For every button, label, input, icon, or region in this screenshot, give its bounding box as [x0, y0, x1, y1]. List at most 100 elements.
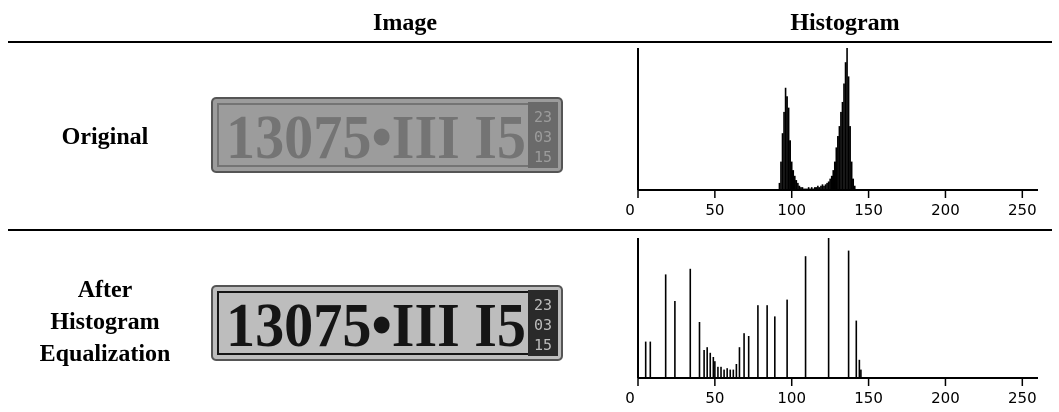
histogram-bar	[698, 322, 701, 378]
histogram-bar	[833, 161, 836, 190]
histogram-bar	[790, 161, 793, 190]
plate-side	[528, 102, 558, 168]
histogram-bar	[830, 175, 833, 190]
histogram-bar	[823, 185, 825, 190]
x-tick-label: 100	[777, 389, 806, 407]
histogram-bar	[794, 175, 796, 190]
histogram-bar	[723, 369, 725, 378]
histogram-bar	[689, 268, 692, 378]
histogram-bar	[853, 185, 856, 190]
plate	[211, 285, 563, 361]
histogram-bar	[815, 187, 818, 190]
histogram-bar	[783, 111, 785, 190]
x-tick-label: 150	[854, 389, 883, 407]
plate-side-text: 03	[534, 128, 552, 146]
x-tick-label: 0	[625, 201, 635, 219]
histogram-bar	[804, 256, 807, 378]
histogram-bar	[860, 369, 862, 378]
histogram-bar	[850, 161, 853, 190]
histogram-bar	[649, 341, 652, 378]
histogram-bar	[789, 140, 791, 190]
histogram-bar	[798, 185, 801, 190]
histogram-bar	[664, 274, 667, 378]
x-tick-label: 100	[777, 201, 806, 219]
x-tick-label: 150	[854, 201, 883, 219]
histogram-bar	[832, 170, 835, 190]
plate-side	[528, 290, 558, 356]
histogram-bar	[846, 48, 848, 190]
column-header: Histogram	[790, 10, 899, 36]
histogram-bar	[847, 250, 850, 378]
plate	[211, 97, 563, 173]
histogram-bar	[829, 178, 831, 190]
histogram-bar	[804, 188, 807, 190]
histogram-bar	[820, 185, 822, 190]
histogram-bar	[712, 357, 715, 378]
histogram-bar	[800, 187, 802, 190]
plate-side-text: 15	[534, 336, 552, 354]
histogram-bar	[747, 336, 750, 378]
histogram-bar	[840, 111, 842, 190]
histogram-bar	[809, 188, 811, 190]
histogram-bar	[807, 187, 810, 190]
histogram-bar	[778, 182, 781, 190]
histogram-bar	[855, 320, 858, 378]
row-label: After Histogram Equalization	[39, 277, 171, 367]
histogram-bar	[849, 126, 851, 190]
histogram-bar	[781, 133, 784, 190]
histogram-bar	[703, 350, 705, 378]
histogram-bar	[717, 366, 719, 378]
histogram-bar	[757, 305, 759, 378]
histogram-bar	[806, 188, 808, 190]
histogram-bar	[818, 187, 821, 190]
histogram-bar	[784, 87, 787, 190]
histogram-bar	[821, 184, 824, 190]
histogram-bar	[824, 184, 827, 190]
x-tick-label: 250	[1008, 389, 1037, 407]
histogram-bar	[720, 366, 722, 378]
histogram-bar	[792, 170, 795, 190]
histogram-bar	[843, 83, 845, 190]
histogram-bar	[774, 316, 776, 378]
histogram-bar	[841, 101, 844, 190]
histogram-bar	[786, 96, 788, 190]
histogram-bar	[709, 352, 712, 378]
histogram-bar	[706, 347, 708, 378]
histogram-bar	[827, 238, 830, 378]
x-tick-label: 200	[931, 389, 960, 407]
histogram-bar	[797, 182, 799, 190]
histogram-bar	[838, 126, 841, 190]
histogram-bar	[858, 359, 861, 378]
histogram-bar	[835, 147, 838, 190]
histogram-bar	[732, 369, 735, 378]
x-tick-label: 0	[625, 389, 635, 407]
histogram-bar	[795, 180, 798, 190]
histogram-bar	[729, 369, 732, 378]
histogram-bar	[837, 136, 839, 190]
x-tick-label: 250	[1008, 201, 1037, 219]
histogram-bar	[714, 361, 716, 378]
column-header: Image	[373, 10, 437, 36]
histogram-bar	[847, 76, 850, 190]
plate-side-text: 15	[534, 148, 552, 166]
histogram-bar	[787, 107, 790, 190]
histogram-bar	[743, 333, 745, 378]
plate-side-text: 23	[534, 296, 552, 314]
histogram-bar	[827, 181, 830, 190]
histogram-bar	[826, 182, 828, 190]
histogram-bar	[738, 347, 741, 378]
histogram-bar	[780, 161, 782, 190]
row-label: Original	[61, 124, 149, 150]
x-tick-label: 50	[705, 389, 724, 407]
x-tick-label: 50	[705, 201, 724, 219]
histogram-bar	[844, 62, 847, 191]
histogram-bar	[817, 185, 819, 190]
plate-side-text: 03	[534, 316, 552, 334]
histogram-bar	[813, 187, 816, 190]
x-tick-label: 200	[931, 201, 960, 219]
histogram-bar	[810, 187, 813, 190]
histogram-bar	[801, 187, 804, 190]
histogram-bar	[766, 305, 768, 378]
